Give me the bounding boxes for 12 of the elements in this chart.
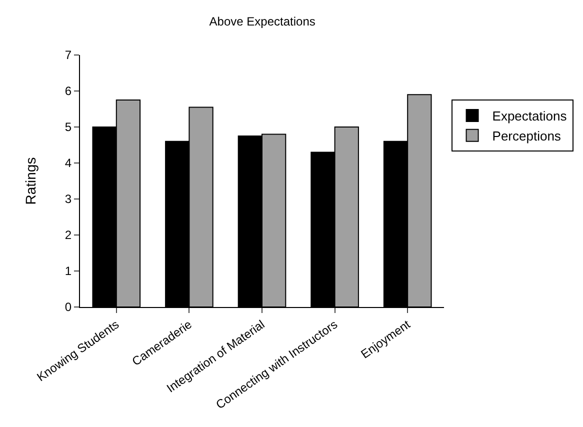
legend-label: Expectations [492,108,568,124]
y-axis-title: Ratings [22,157,39,205]
y-tick-label: 6 [64,84,72,98]
y-tick-label: 1 [64,264,72,278]
y-tick-label: 2 [64,228,72,242]
y-tick-label: 0 [64,300,72,314]
legend-label: Perceptions [492,128,562,144]
y-tick-label: 3 [64,192,72,206]
y-tick-label: 7 [64,48,72,62]
y-tick-label: 5 [64,120,72,134]
y-tick-label: 4 [64,156,72,170]
chart-title: Above Expectations [209,14,316,28]
